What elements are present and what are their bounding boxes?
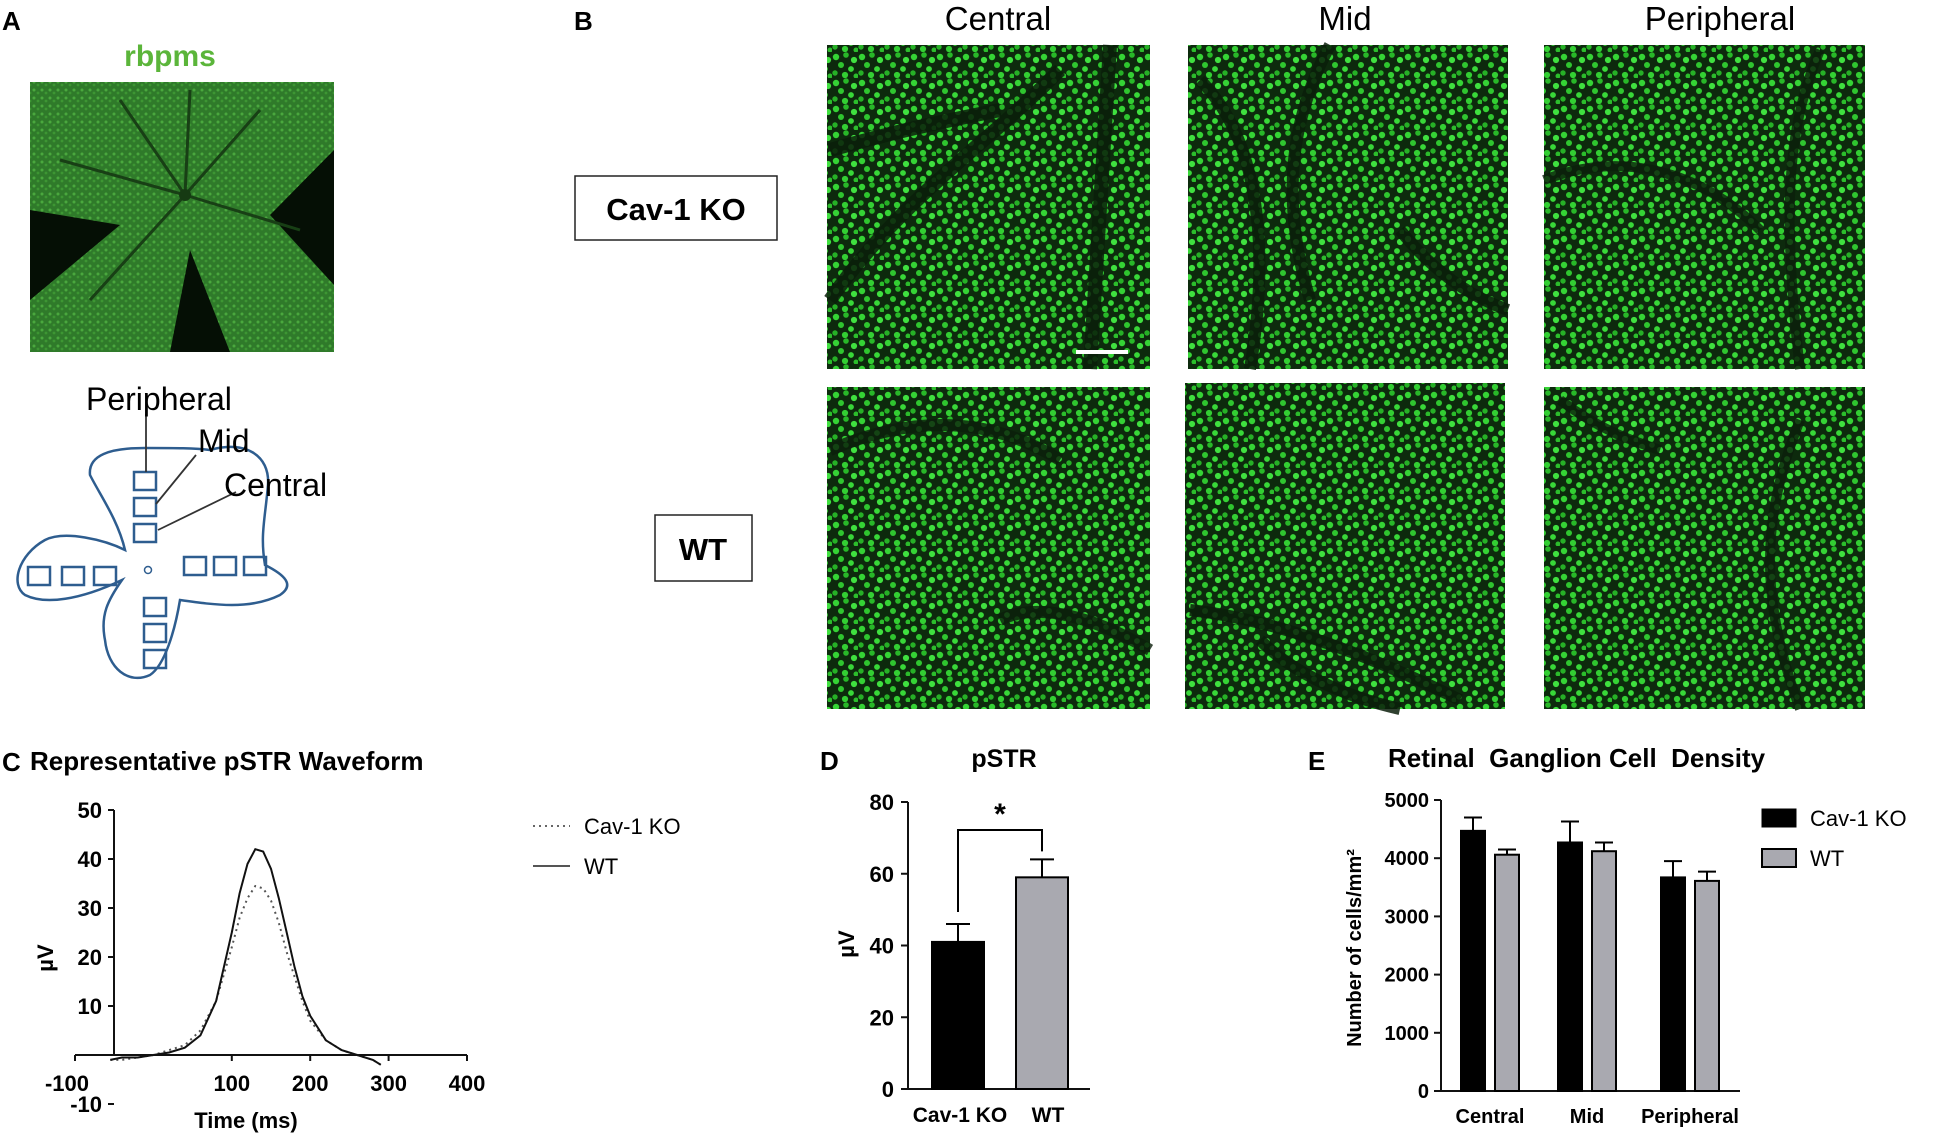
chart-c-ylabel: µV [33,944,58,972]
panel-d: D pSTR 0 20 40 60 80 Cav-1 KO WT * µV [820,745,1090,1127]
chart-e-ylabel: Number of cells/mm² [1344,849,1366,1047]
chart-e-ytick-label: 1000 [1385,1023,1430,1045]
chart-c-ytick-label: 40 [78,847,102,872]
chart-d-category-label: WT [1032,1104,1065,1127]
chart-e-title: Retinal Ganglion Cell Density [1388,743,1766,773]
chart-e-category-label: Mid [1570,1106,1604,1128]
chart-d-ylabel: µV [834,930,859,958]
chart-e-bar-mid-ko [1557,841,1583,1093]
chart-e-bar-central-ko [1460,829,1486,1092]
chart-c-title: Representative pSTR Waveform [30,746,423,776]
panel-e: E Retinal Ganglion Cell Density 0 1000 200… [1308,743,1907,1128]
chart-e-legend: Cav-1 KO WT [1761,806,1907,871]
panel-letter-b: B [574,6,593,36]
chart-c-xtick-label: 200 [292,1071,329,1096]
chart-d-ytick-label: 0 [882,1077,894,1102]
panel-letter-e: E [1308,746,1325,776]
retina-sampling-diagram [16,414,289,680]
chart-e-ytick-label: 0 [1418,1081,1429,1103]
row-label-ko: Cav-1 KO [606,192,746,227]
chart-e-ytick-label: 3000 [1385,906,1430,928]
panel-b: B Central Mid Peripheral Cav-1 KO WT [574,0,1865,715]
chart-c-ytick-label: 10 [78,994,102,1019]
stain-label: rbpms [124,40,216,73]
column-label-mid: Mid [1318,0,1371,37]
micrograph-wt-mid [1185,383,1505,715]
row-label-box-wt [654,514,753,582]
chart-d-ytick-label: 20 [870,1005,894,1030]
chart-d-ytick-label: 80 [870,790,894,815]
chart-c-line-ko [110,884,382,1066]
micrograph-wt-central [827,387,1154,709]
panel-a: A rbpms Peripheral [2,6,334,680]
chart-c-ytick-label: 20 [78,945,102,970]
chart-e-ytick-label: 5000 [1385,790,1430,812]
diagram-label-peripheral: Peripheral [86,381,232,417]
chart-c-xtick-label: 400 [449,1071,486,1096]
panel-letter-c: C [2,747,21,777]
chart-e-ytick-label: 4000 [1385,848,1430,870]
micrograph-ko-mid [1188,42,1511,370]
panel-c: C Representative pSTR Waveform -10 10 20 30… [2,746,681,1133]
diagram-label-central: Central [224,467,327,503]
legend-e-series-ko: Cav-1 KO [1810,806,1907,831]
row-label-box-ko [574,175,778,241]
legend-c-series-ko: Cav-1 KO [584,814,681,839]
chart-e-bar-peripheral-ko [1660,876,1686,1092]
chart-e-category-label: Peripheral [1641,1106,1739,1128]
chart-c-line-wt [110,848,382,1066]
chart-d-ytick-label: 60 [870,862,894,887]
chart-d-ytick-label: 40 [870,934,894,959]
chart-e-bar-mid-wt [1591,850,1617,1092]
chart-c-ytick-label: -10 [70,1092,102,1117]
chart-e-category-label: Central [1456,1106,1525,1128]
chart-d-bar-wt [1015,876,1069,1091]
chart-c-xtick-label: -100 [45,1071,89,1096]
chart-c-xtick-label: 300 [370,1071,407,1096]
row-label-wt: WT [679,532,727,567]
micrograph-ko-central [824,44,1150,370]
retina-flatmount-image [30,82,334,352]
legend-c-series-wt: WT [584,854,618,879]
chart-d-title: pSTR [971,745,1036,773]
chart-c-xlabel: Time (ms) [194,1108,298,1133]
chart-c-legend: Cav-1 KO WT [533,814,681,879]
diagram-label-mid: Mid [198,423,250,459]
chart-e-bar-central-wt [1494,853,1520,1093]
panel-letter-d: D [820,746,839,776]
chart-d-significance-bracket [957,829,1043,912]
chart-c-ytick-label: 30 [78,896,102,921]
column-label-central: Central [945,0,1051,37]
column-label-peripheral: Peripheral [1645,0,1795,37]
chart-e-ytick-label: 2000 [1385,965,1430,987]
legend-e-series-wt: WT [1810,846,1844,871]
chart-c-ytick-label: 50 [78,798,102,823]
chart-d-category-label: Cav-1 KO [913,1104,1008,1127]
micrograph-wt-peripheral [1544,387,1865,711]
chart-d-bar-ko [931,940,985,1090]
panel-letter-a: A [2,6,21,36]
chart-d-significance-marker: * [994,798,1006,831]
micrograph-ko-peripheral [1542,45,1865,370]
chart-c-xtick-label: 100 [213,1071,250,1096]
chart-e-bar-peripheral-wt [1694,879,1720,1093]
